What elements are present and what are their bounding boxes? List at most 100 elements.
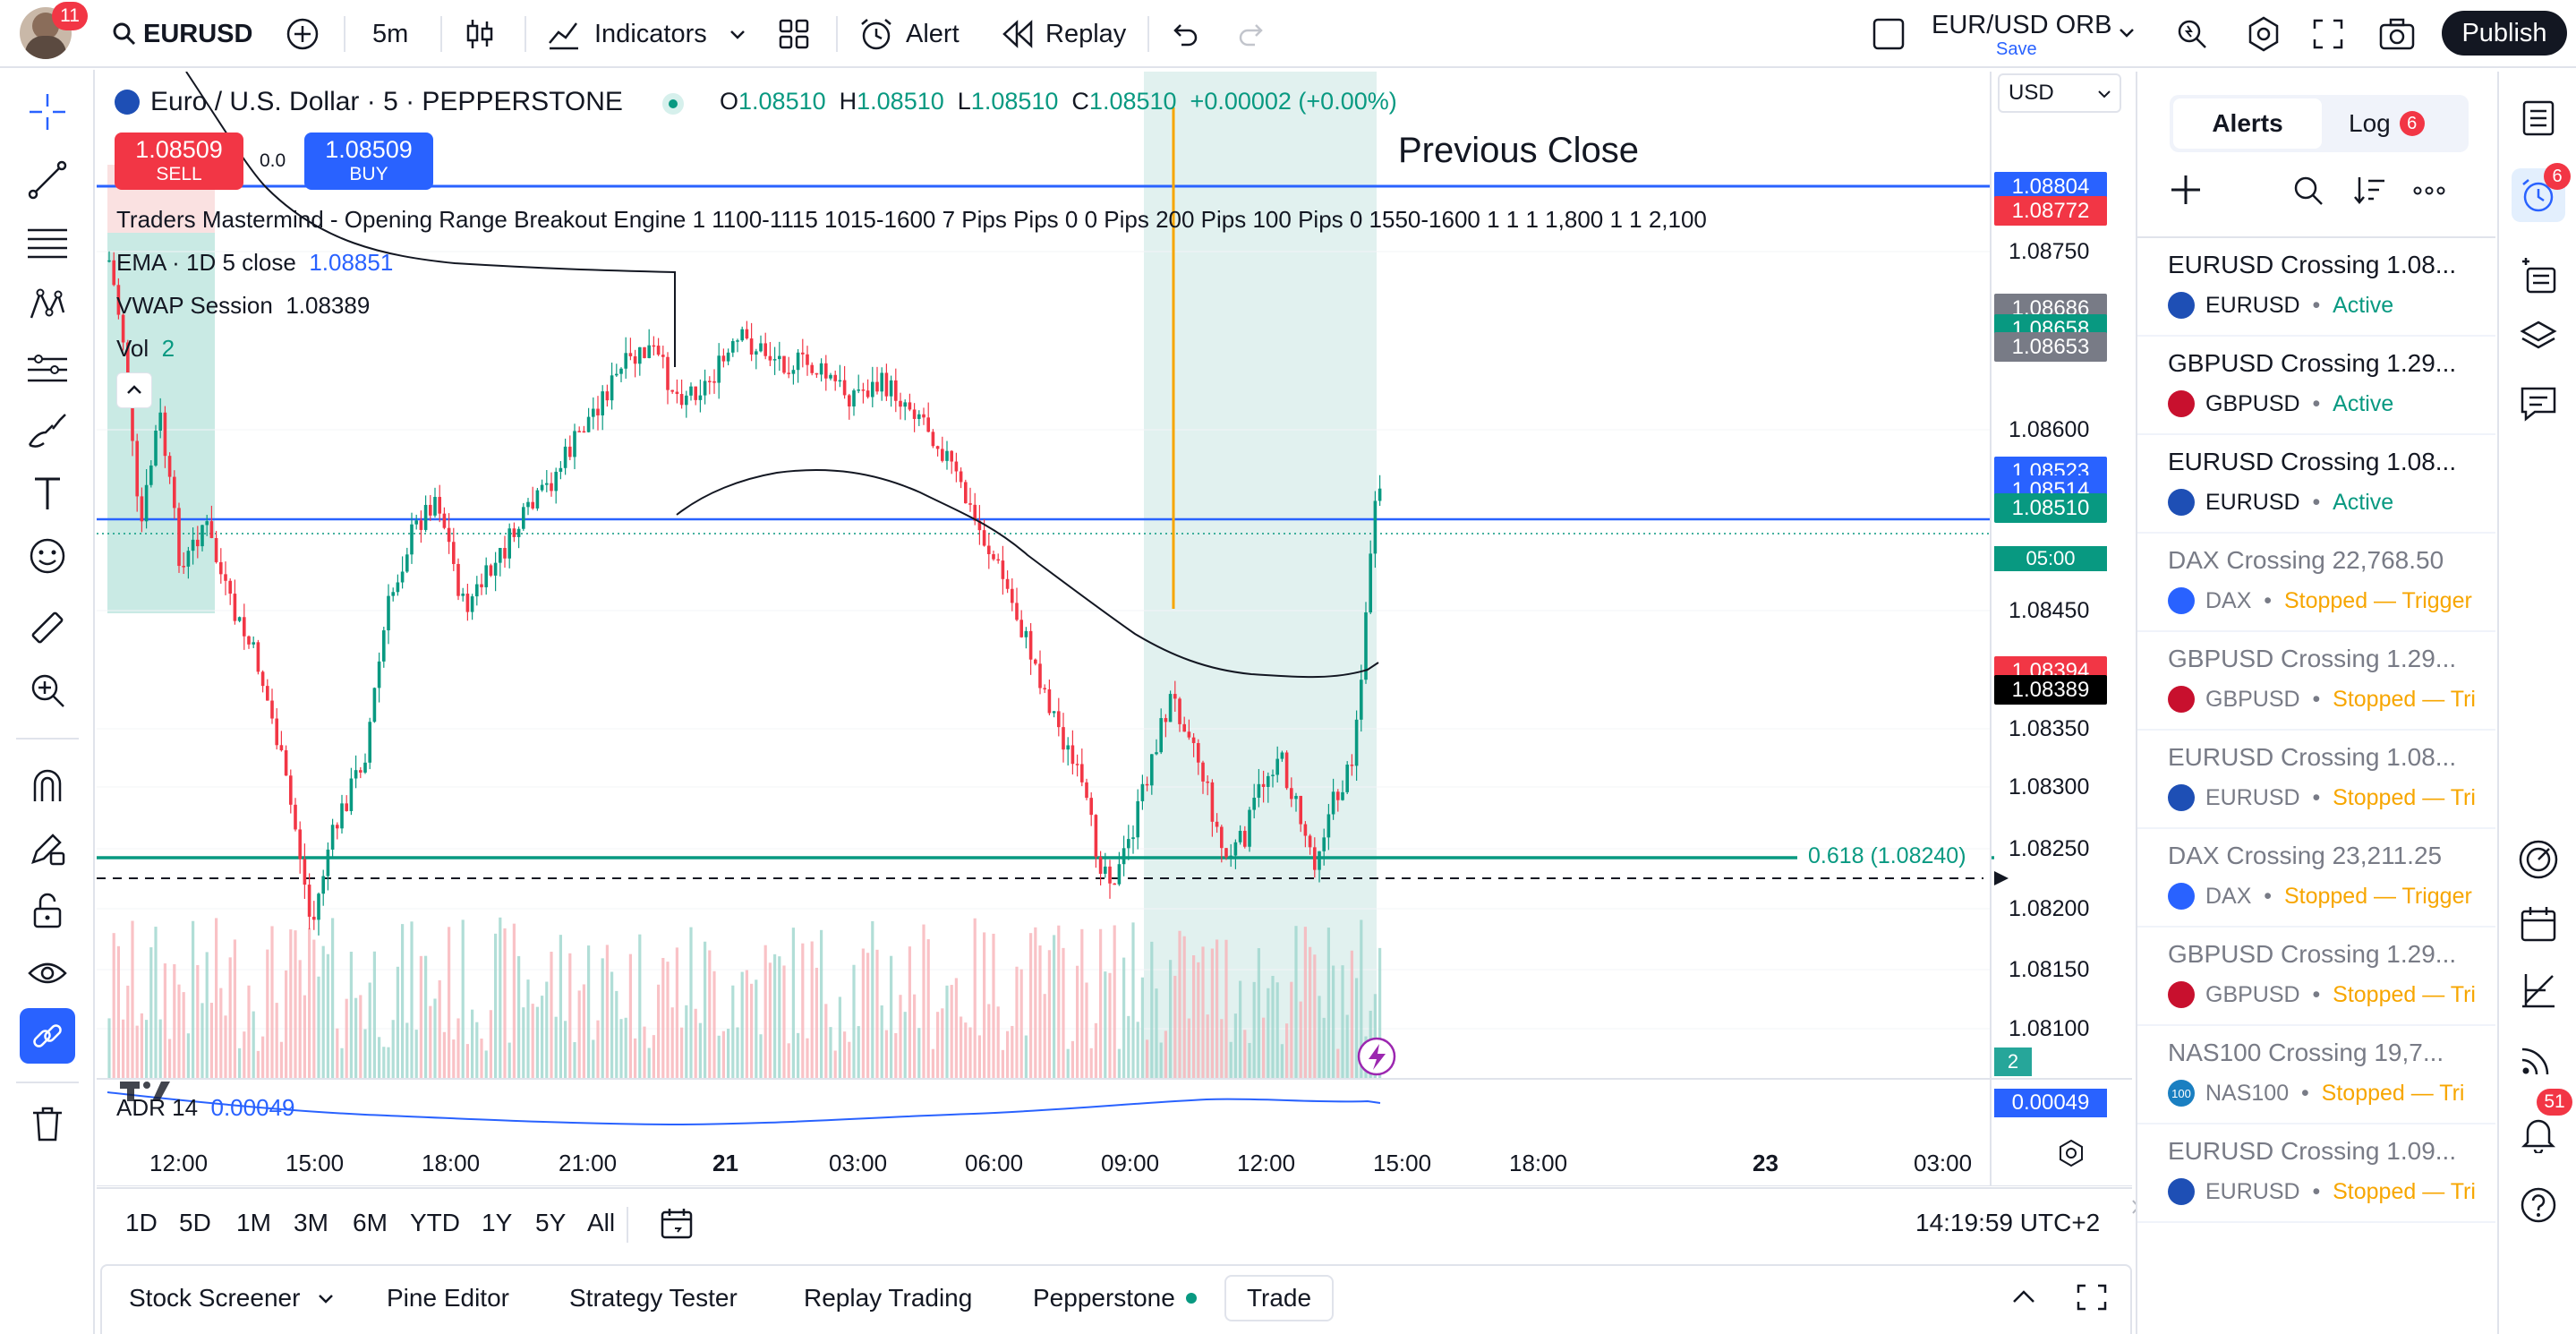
streams-button[interactable]	[2512, 1031, 2565, 1085]
range-button[interactable]: 1Y	[482, 1209, 513, 1236]
alert-item[interactable]: EURUSD Crossing 1.08... EURUSD • Stopped …	[2137, 731, 2495, 829]
fullscreen-button[interactable]	[2311, 0, 2345, 68]
snapshot-button[interactable]	[2377, 0, 2417, 68]
brush-tool[interactable]	[20, 403, 75, 458]
settings-button[interactable]	[2245, 0, 2282, 68]
stay-in-drawing-mode-tool[interactable]	[20, 820, 75, 876]
range-button[interactable]: 5Y	[535, 1209, 567, 1236]
tab-pine-editor[interactable]: Pine Editor	[387, 1284, 509, 1312]
zoom-tool[interactable]	[20, 663, 75, 718]
range-button[interactable]: 1D	[125, 1209, 158, 1236]
magnet-tool[interactable]	[20, 757, 75, 813]
buy-button[interactable]: 1.08509 BUY	[304, 133, 433, 190]
currency-select[interactable]: USD	[1998, 73, 2121, 113]
volume-bar	[736, 1027, 739, 1078]
maximize-panel-button[interactable]	[2075, 1282, 2109, 1317]
notifications-button[interactable]	[2512, 1107, 2565, 1160]
collapse-legend-button[interactable]	[116, 372, 152, 408]
text-tool[interactable]	[20, 466, 75, 521]
tab-log[interactable]: Log 6	[2349, 98, 2465, 149]
pine-button[interactable]	[2512, 963, 2565, 1017]
ideas-button[interactable]	[2512, 833, 2565, 886]
hide-drawings-tool[interactable]	[20, 945, 75, 1001]
alert-item[interactable]: DAX Crossing 22,768.50 DAX • Stopped — Tr…	[2137, 534, 2495, 632]
help-button[interactable]	[2512, 1178, 2565, 1232]
alert-item[interactable]: GBPUSD Crossing 1.29... GBPUSD • Active	[2137, 337, 2495, 435]
vwap-legend[interactable]: VWAP Session 1.08389	[116, 292, 371, 319]
candle-body	[1290, 788, 1293, 800]
price-chart-canvas[interactable]	[97, 72, 2132, 1186]
indicators-button[interactable]: Indicators	[546, 0, 707, 68]
sync-drawings-tool[interactable]	[20, 1008, 75, 1064]
compare-symbol-button[interactable]	[285, 0, 320, 68]
candle-body	[1028, 630, 1033, 660]
date-range-button[interactable]	[659, 1205, 695, 1245]
alert-item[interactable]: GBPUSD Crossing 1.29... GBPUSD • Stopped …	[2137, 928, 2495, 1026]
alert-item[interactable]: GBPUSD Crossing 1.29... GBPUSD • Stopped …	[2137, 632, 2495, 731]
remove-drawings-tool[interactable]	[20, 1096, 75, 1151]
range-button[interactable]: YTD	[410, 1209, 460, 1236]
range-button[interactable]: All	[587, 1209, 616, 1236]
range-button[interactable]: 6M	[353, 1209, 388, 1236]
watchlist-button[interactable]	[2512, 91, 2565, 145]
indicator-orb-legend[interactable]: Traders Mastermind - Opening Range Break…	[116, 206, 1707, 233]
interval-button[interactable]: 5m	[372, 19, 409, 48]
volume-bar	[1080, 928, 1084, 1078]
trade-button[interactable]: Trade	[1224, 1275, 1334, 1321]
range-button[interactable]: 5D	[179, 1209, 211, 1236]
volume-bar	[517, 955, 521, 1078]
clock-readout[interactable]: 14:19:59 UTC+2	[1915, 1209, 2101, 1236]
sort-alerts-button[interactable]	[2352, 174, 2388, 212]
horizontal-lines-tool[interactable]	[20, 215, 75, 270]
volume-bar	[1089, 1048, 1093, 1078]
forecast-tool[interactable]	[20, 340, 75, 396]
range-button[interactable]: 3M	[294, 1209, 328, 1236]
legend-title[interactable]: Euro / U.S. Dollar · 5 · PEPPERSTONE	[150, 87, 623, 116]
crosshair-tool[interactable]	[20, 84, 75, 140]
ema-legend[interactable]: EMA · 1D 5 close 1.08851	[116, 249, 394, 276]
ruler-tool[interactable]	[20, 600, 75, 655]
tab-replay-trading[interactable]: Replay Trading	[804, 1284, 973, 1312]
publish-button[interactable]: Publish	[2442, 11, 2567, 56]
pattern-tool[interactable]	[20, 278, 75, 333]
lock-drawings-tool[interactable]	[20, 883, 75, 938]
alert-item[interactable]: EURUSD Crossing 1.08... EURUSD • Active	[2137, 238, 2495, 337]
alert-item[interactable]: DAX Crossing 23,211.25 DAX • Stopped — Tr…	[2137, 829, 2495, 928]
trend-line-tool[interactable]	[20, 152, 75, 208]
undo-button[interactable]	[1167, 0, 1199, 68]
alert-button[interactable]: Alert	[857, 0, 960, 68]
expand-panel-button[interactable]	[2009, 1282, 2039, 1317]
candle-body	[1267, 775, 1270, 787]
tab-alerts[interactable]: Alerts	[2173, 98, 2322, 149]
alerts-widget-button[interactable]	[2512, 168, 2565, 222]
object-tree-button[interactable]	[2512, 249, 2565, 303]
emoji-tool[interactable]	[20, 528, 75, 584]
sell-button[interactable]: 1.08509 SELL	[115, 133, 243, 190]
replay-button[interactable]: Replay	[1001, 0, 1126, 68]
select-layout-checkbox[interactable]	[1871, 0, 1906, 68]
tab-pepperstone[interactable]: Pepperstone	[1033, 1284, 1197, 1313]
alert-item[interactable]: EURUSD Crossing 1.09... EURUSD • Stopped …	[2137, 1124, 2495, 1223]
calendar-button[interactable]	[2512, 897, 2565, 951]
data-window-button[interactable]	[2512, 312, 2565, 365]
chart-settings-button[interactable]	[2057, 1139, 2086, 1172]
countdown-tag: 05:00	[1994, 546, 2107, 571]
chart-pane[interactable]: Euro / U.S. Dollar · 5 · PEPPERSTONE O1.…	[97, 72, 2132, 1186]
quick-search-button[interactable]	[2173, 0, 2211, 68]
chart-type-button[interactable]	[462, 0, 498, 68]
symbol-search[interactable]: EURUSD	[111, 0, 252, 68]
tab-stock-screener[interactable]: Stock Screener	[129, 1284, 336, 1313]
indicators-dropdown[interactable]	[727, 0, 748, 68]
alert-item[interactable]: EURUSD Crossing 1.08... EURUSD • Active	[2137, 435, 2495, 534]
layout-name-button[interactable]: EUR/USD ORB Save	[1924, 7, 2166, 61]
redo-button[interactable]	[1237, 0, 1269, 68]
search-alerts-button[interactable]	[2291, 174, 2325, 212]
more-options-button[interactable]	[2411, 174, 2447, 212]
layouts-button[interactable]	[777, 0, 811, 68]
volume-legend[interactable]: Vol 2	[116, 335, 175, 362]
range-button[interactable]: 1M	[236, 1209, 271, 1236]
alert-item[interactable]: NAS100 Crossing 19,7... 100 NAS100 • Stopp…	[2137, 1026, 2495, 1124]
chats-button[interactable]	[2512, 376, 2565, 430]
add-alert-button[interactable]	[2168, 172, 2204, 212]
tab-strategy-tester[interactable]: Strategy Tester	[569, 1284, 738, 1312]
